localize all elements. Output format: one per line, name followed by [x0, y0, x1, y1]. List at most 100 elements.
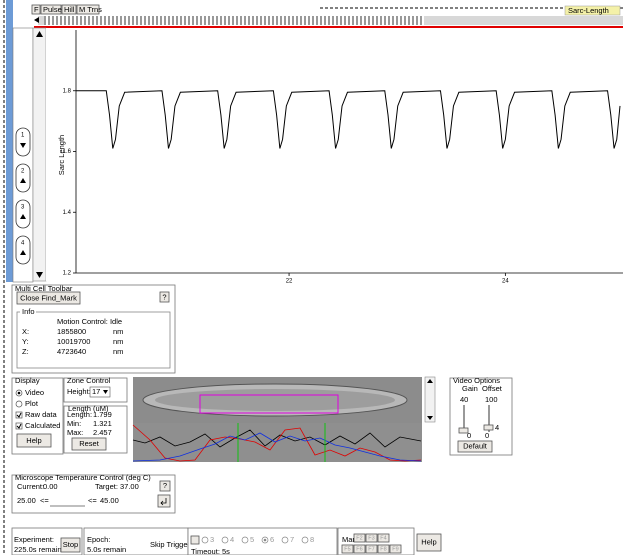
scale-label: 40: [460, 395, 468, 404]
y-tick-label: 1.2: [63, 271, 72, 277]
mark-key-label: F2: [356, 535, 362, 541]
field-label: Experiment:: [14, 535, 54, 544]
mark-key-label: F6: [356, 546, 362, 552]
radio-label: 8: [310, 535, 314, 544]
button-label: Help: [421, 537, 436, 546]
scale-label: 100: [485, 395, 498, 404]
field-label: Y:: [22, 337, 29, 346]
button-label: ?: [162, 292, 166, 301]
field-value: 1855800: [57, 327, 86, 336]
slider-value: 0: [467, 431, 471, 440]
checkbox-label: Calculated: [25, 421, 60, 430]
operator: <=: [88, 496, 97, 505]
channel-tag-label: Sarc-Length: [568, 6, 609, 15]
field-label: Target:: [95, 482, 118, 491]
button-label: Close Find_Mark: [20, 293, 77, 302]
x-tick-label: 24: [502, 279, 509, 285]
button-label: Stop: [63, 540, 78, 549]
operator: <=: [40, 496, 49, 505]
button-label: F: [34, 5, 39, 14]
column-label: Offset: [482, 384, 503, 393]
plot-area: [46, 28, 623, 281]
field-value: 45.00: [100, 496, 119, 505]
slider-value: 4: [495, 423, 499, 432]
radio[interactable]: [282, 537, 288, 543]
button-label: ?: [163, 481, 167, 490]
field-label: Current:: [17, 482, 44, 491]
radio-label: 6: [270, 535, 274, 544]
app-window: F Pulse Hill M Trns Sarc-Length 1234 Sar…: [0, 0, 623, 555]
mark-key-label: F9: [392, 546, 398, 552]
mark-key-label: F8: [380, 546, 386, 552]
radio-label: 3: [210, 535, 214, 544]
mark-key-label: F3: [368, 535, 374, 541]
field-value: 5.0s remain: [87, 545, 126, 554]
panel-title: Display: [15, 376, 40, 385]
field-label: nm: [113, 337, 123, 346]
mark-key-label: F5: [344, 546, 350, 552]
column-label: Gain: [462, 384, 478, 393]
enter-button[interactable]: [158, 495, 170, 507]
button-label[interactable]: Skip Trigger: [150, 540, 191, 549]
radio[interactable]: [222, 537, 228, 543]
field-label: nm: [113, 327, 123, 336]
field-label: Height:: [67, 387, 91, 396]
button-label: M Trns: [79, 5, 102, 14]
panel-title: Zone Control: [67, 376, 111, 385]
button-label: Pulse: [43, 5, 62, 14]
field-label: Timeout: 5s: [191, 547, 230, 555]
panel-title: Microscope Temperature Control (deg C): [15, 473, 151, 482]
field-label: Epoch:: [87, 535, 110, 544]
y-tick-label: 1.8: [63, 88, 72, 94]
field-value: 37.00: [120, 482, 139, 491]
radio-label: 5: [250, 535, 254, 544]
radio-label: 4: [230, 535, 234, 544]
dropdown-value: 17: [92, 387, 100, 396]
field-value: 1.799: [93, 410, 112, 419]
button-label: Reset: [79, 439, 100, 448]
mark-key-label: F7: [368, 546, 374, 552]
radio[interactable]: [302, 537, 308, 543]
field-label: Min:: [67, 419, 81, 428]
radio-dot: [18, 392, 21, 395]
group-title: Info: [22, 307, 35, 316]
field-value: 2.457: [93, 428, 112, 437]
radio[interactable]: [242, 537, 248, 543]
radio-label: 7: [290, 535, 294, 544]
scrollbar[interactable]: [33, 28, 46, 281]
side-strip: [6, 0, 13, 282]
field-value: 0.00: [43, 482, 58, 491]
button-label: Default: [463, 441, 488, 450]
button-label: Hill: [64, 5, 75, 14]
y-tick-label: 1.6: [63, 149, 72, 155]
field-value: 4723640: [57, 347, 86, 356]
field-value: 10019700: [57, 337, 90, 346]
field-label: X:: [22, 327, 29, 336]
mark-key-label: F4: [380, 535, 386, 541]
scale-label: 0: [485, 431, 489, 440]
radio[interactable]: [202, 537, 208, 543]
radio-label: Video: [25, 388, 44, 397]
x-tick-label: 22: [286, 279, 293, 285]
field-label: Max:: [67, 428, 83, 437]
field-label: Length:: [67, 410, 92, 419]
field-value: 25.00: [17, 496, 36, 505]
slider-thumb[interactable]: [484, 425, 493, 430]
scrollbar[interactable]: [425, 377, 435, 422]
checkbox-label: Raw data: [25, 410, 58, 419]
status: Motion Control: Idle: [57, 317, 122, 326]
field-label: Z:: [22, 347, 29, 356]
y-tick-label: 1.4: [63, 210, 72, 216]
field-label: nm: [113, 347, 123, 356]
field-value: 225.0s remain: [14, 545, 62, 554]
field-value: 1.321: [93, 419, 112, 428]
radio-dot: [264, 539, 267, 542]
radio-label: Plot: [25, 399, 39, 408]
trigger-button[interactable]: [191, 536, 199, 544]
button-label: Help: [26, 436, 41, 445]
profile-plot: [133, 423, 422, 462]
ruler-ticks: [44, 16, 424, 25]
cell-image: [155, 389, 395, 411]
ruler-arrow[interactable]: [34, 17, 39, 23]
radio[interactable]: [16, 401, 22, 407]
